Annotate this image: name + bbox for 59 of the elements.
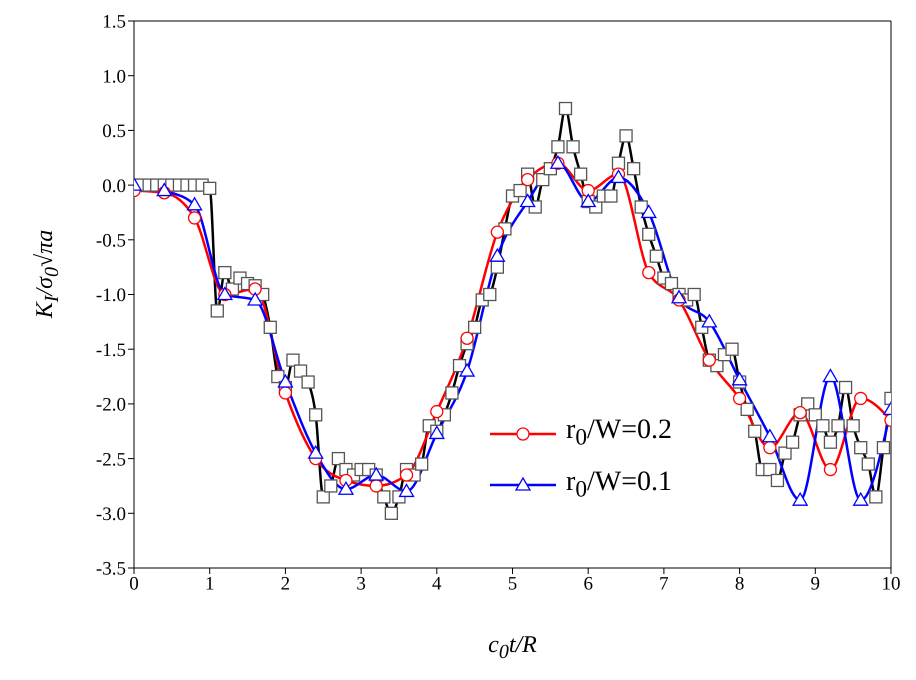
x-tick-label: 10 — [882, 573, 900, 594]
point — [520, 194, 536, 208]
point — [641, 204, 656, 218]
point — [459, 363, 475, 377]
point — [822, 368, 838, 382]
x-tick-label: 8 — [734, 573, 744, 594]
x-tick-label: 2 — [280, 573, 290, 594]
x-tick-label: 1 — [204, 573, 214, 594]
point — [308, 445, 324, 459]
legend-label: r$_{0}$/W=0.1 — [566, 464, 672, 504]
point — [732, 372, 748, 386]
point — [278, 374, 294, 388]
point — [732, 392, 746, 406]
point — [642, 266, 656, 280]
point — [247, 292, 263, 306]
y-tick-label: -0.5 — [96, 230, 126, 252]
y-tick-label: 1.0 — [102, 66, 126, 88]
y-tick-label: 1.5 — [102, 12, 126, 33]
point — [520, 172, 534, 186]
x-tick-label: 7 — [659, 573, 669, 594]
point — [248, 282, 262, 296]
y-tick-label: 0.5 — [102, 121, 126, 142]
point — [490, 225, 504, 239]
x-tick-label: 6 — [583, 573, 593, 594]
x-axis-title: c$_{0}$t/R — [487, 632, 538, 664]
y-tick-label: -2.0 — [96, 394, 126, 416]
x-tick-label: 0 — [129, 573, 139, 594]
legend-label: r$_{0}$/W=0.2 — [566, 413, 672, 453]
y-tick-label: -3.0 — [96, 504, 126, 526]
point — [762, 429, 778, 442]
point — [582, 184, 595, 198]
point — [460, 332, 474, 345]
point — [156, 182, 172, 196]
point — [792, 492, 808, 506]
point — [186, 197, 202, 210]
y-tick-label: -3.5 — [96, 558, 126, 580]
point — [400, 468, 414, 482]
point — [763, 441, 777, 454]
point — [430, 404, 444, 418]
point — [490, 248, 506, 262]
point — [338, 482, 354, 495]
point — [398, 484, 414, 498]
x-tick-label: 5 — [508, 573, 518, 594]
y-tick-label: 0.0 — [102, 176, 126, 197]
point — [188, 211, 202, 225]
point — [610, 170, 626, 184]
point — [854, 392, 868, 406]
point — [853, 492, 868, 506]
x-tick-label: 3 — [356, 573, 366, 594]
point — [671, 290, 687, 304]
point — [824, 462, 838, 476]
y-tick-label: -1.5 — [96, 340, 126, 361]
point — [370, 479, 383, 493]
y-tick-label: -2.5 — [96, 449, 126, 470]
x-tick-label: 4 — [432, 573, 442, 594]
y-tick-label: -1.0 — [96, 285, 126, 306]
x-tick-label: 9 — [810, 573, 820, 594]
point — [278, 386, 292, 400]
point — [702, 314, 717, 328]
